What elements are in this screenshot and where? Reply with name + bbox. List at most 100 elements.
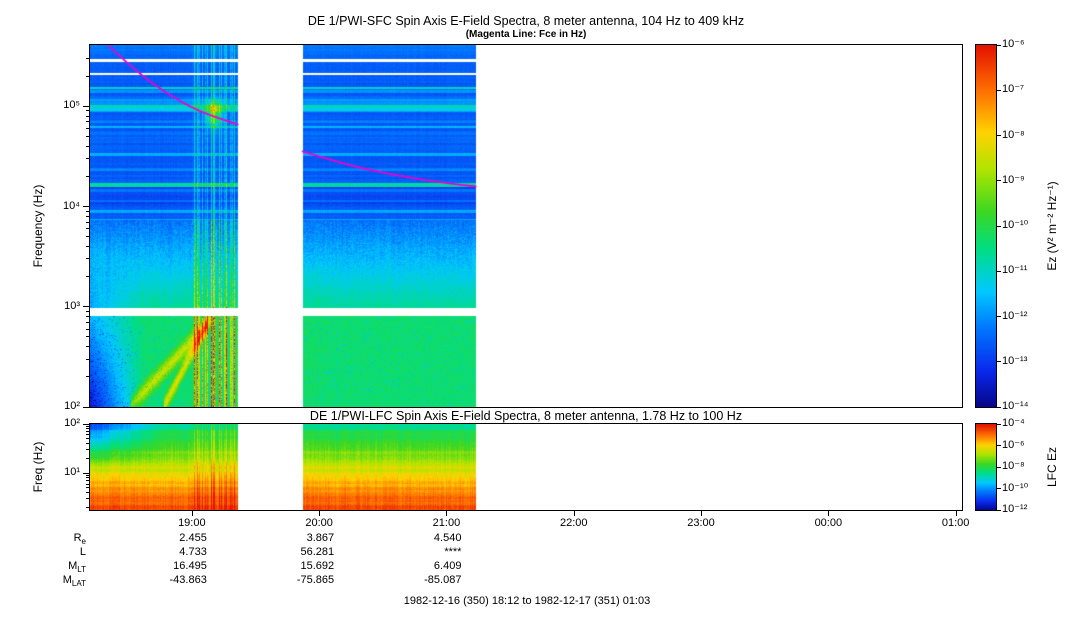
ephemeris-row-label: MLT bbox=[68, 560, 86, 575]
lfc-colorbar-gradient bbox=[976, 424, 996, 510]
sfc-colorbar-label: Ez (V² m⁻² Hz⁻¹) bbox=[1045, 181, 1059, 271]
lfc-ytick-minor bbox=[86, 438, 89, 440]
sfc-cbar-tick-label: 10⁻⁶ bbox=[1002, 38, 1025, 50]
lfc-ytick-minor bbox=[86, 492, 89, 494]
sfc-colorbar-gradient bbox=[976, 45, 996, 407]
lfc-ytick-minor bbox=[86, 457, 89, 459]
lfc-ytick-label: 10² bbox=[64, 417, 80, 429]
sfc-ytick-minor bbox=[86, 175, 89, 177]
sfc-ytick-minor bbox=[86, 258, 89, 260]
lfc-cbar-tick-label: 10⁻¹² bbox=[1002, 503, 1028, 515]
sfc-ytick-minor bbox=[86, 236, 89, 238]
lfc-cbar-tick-mark bbox=[997, 466, 1001, 468]
ephemeris-value: 56.281 bbox=[300, 546, 335, 558]
xtick-mark bbox=[701, 511, 703, 516]
sfc-cbar-tick-mark bbox=[997, 89, 1001, 91]
sfc-ytick-minor bbox=[86, 221, 89, 223]
xtick-label: 23:00 bbox=[687, 517, 715, 529]
ephemeris-value: 4.540 bbox=[433, 532, 462, 544]
ephemeris-row-label: L bbox=[79, 546, 86, 558]
ephemeris-value: 6.409 bbox=[433, 560, 462, 572]
sfc-cbar-tick-label: 10⁻¹¹ bbox=[1002, 264, 1028, 277]
lfc-cbar-tick-mark bbox=[997, 488, 1001, 489]
sfc-ytick-minor bbox=[86, 128, 89, 130]
xtick-mark bbox=[191, 511, 193, 516]
sfc-cbar-tick-mark bbox=[997, 316, 1001, 317]
sfc-ytick-minor bbox=[86, 358, 89, 360]
lfc-colorbar-label: LFC Ez bbox=[1045, 446, 1059, 488]
sfc-title: DE 1/PWI-SFC Spin Axis E-Field Spectra, … bbox=[307, 14, 745, 28]
sfc-subtitle: (Magenta Line: Fce in Hz) bbox=[465, 29, 587, 40]
sfc-ytick-label: 10⁴ bbox=[63, 199, 80, 212]
lfc-ytick-minor bbox=[86, 443, 89, 445]
lfc-ytick-minor bbox=[86, 477, 89, 479]
lfc-cbar-tick-label: 10⁻⁶ bbox=[1002, 438, 1025, 451]
ephemeris-value: 3.867 bbox=[306, 532, 335, 544]
xtick-label: 20:00 bbox=[305, 517, 333, 529]
sfc-ytick-minor bbox=[86, 115, 89, 117]
ephemeris-value: 4.733 bbox=[179, 546, 207, 558]
sfc-ytick-minor bbox=[86, 158, 89, 160]
ephemeris-value: -85.087 bbox=[424, 574, 462, 586]
sfc-ytick-minor bbox=[86, 245, 89, 247]
lfc-cbar-tick-mark bbox=[997, 509, 1001, 511]
sfc-ytick-minor bbox=[86, 57, 89, 59]
sfc-cbar-tick-label: 10⁻¹³ bbox=[1002, 354, 1028, 367]
lfc-ytick-minor bbox=[86, 425, 89, 427]
sfc-ytick-minor bbox=[86, 228, 89, 230]
ephemeris-row-label: MLAT bbox=[62, 574, 86, 589]
sfc-ytick-label: 10³ bbox=[64, 299, 80, 312]
sfc-ytick-minor bbox=[86, 75, 89, 77]
sfc-ytick-minor bbox=[86, 321, 89, 323]
xtick-label: 22:00 bbox=[559, 517, 588, 529]
sfc-ytick-mark bbox=[83, 406, 89, 408]
sfc-cbar-tick-label: 10⁻⁷ bbox=[1002, 83, 1025, 96]
sfc-cbar-tick-mark bbox=[997, 135, 1001, 136]
sfc-cbar-tick-mark bbox=[997, 44, 1001, 46]
lfc-ytick-minor bbox=[86, 498, 89, 500]
sfc-ytick-minor bbox=[86, 346, 89, 348]
lfc-ytick-mark bbox=[83, 472, 89, 474]
lfc-y-axis-label: Freq (Hz) bbox=[31, 441, 45, 493]
lfc-ytick-minor bbox=[86, 449, 89, 451]
xtick-mark bbox=[573, 511, 575, 516]
xtick-mark bbox=[828, 511, 830, 516]
ephemeris-value: 16.495 bbox=[173, 560, 207, 572]
lfc-ytick-minor bbox=[86, 434, 89, 436]
xtick-mark bbox=[955, 511, 957, 516]
sfc-cbar-tick-mark bbox=[997, 225, 1001, 227]
ephemeris-value: **** bbox=[444, 546, 462, 558]
xtick-label: 01:00 bbox=[941, 517, 970, 529]
lfc-title: DE 1/PWI-LFC Spin Axis E-Field Spectra, … bbox=[309, 409, 743, 423]
lfc-cbar-tick-label: 10⁻¹⁰ bbox=[1002, 481, 1029, 494]
sfc-cbar-tick-mark bbox=[997, 270, 1001, 272]
lfc-ytick-minor bbox=[86, 507, 89, 508]
sfc-ytick-minor bbox=[86, 121, 89, 123]
ephemeris-row-label: Re bbox=[73, 532, 86, 547]
xtick-label: 00:00 bbox=[814, 517, 843, 529]
sfc-cbar-tick-label: 10⁻¹² bbox=[1002, 309, 1028, 322]
sfc-ytick-minor bbox=[86, 276, 89, 278]
sfc-ytick-minor bbox=[86, 215, 89, 217]
lfc-cbar-tick-mark bbox=[997, 423, 1001, 425]
sfc-y-axis-label: Frequency (Hz) bbox=[31, 184, 45, 268]
sfc-ytick-label: 10² bbox=[64, 400, 80, 412]
sfc-ytick-minor bbox=[86, 315, 89, 317]
sfc-cbar-tick-mark bbox=[997, 180, 1001, 182]
sfc-cbar-tick-label: 10⁻¹⁰ bbox=[1002, 219, 1029, 231]
lfc-spectrogram-canvas bbox=[90, 424, 962, 510]
lfc-cbar-tick-mark bbox=[997, 445, 1001, 446]
lfc-cbar-tick-label: 10⁻⁴ bbox=[1002, 417, 1025, 429]
sfc-ytick-minor bbox=[86, 110, 89, 112]
lfc-ytick-minor bbox=[86, 431, 89, 433]
sfc-ytick-minor bbox=[86, 336, 89, 338]
lfc-ytick-label: 10¹ bbox=[64, 466, 80, 479]
footer-time-range: 1982-12-16 (350) 18:12 to 1982-12-17 (35… bbox=[403, 595, 651, 607]
xtick-mark bbox=[446, 511, 448, 516]
sfc-ytick-mark bbox=[83, 206, 89, 208]
sfc-ytick-mark bbox=[83, 306, 89, 308]
sfc-cbar-tick-mark bbox=[997, 361, 1001, 363]
lfc-ytick-minor bbox=[86, 483, 89, 485]
xtick-mark bbox=[319, 511, 321, 516]
